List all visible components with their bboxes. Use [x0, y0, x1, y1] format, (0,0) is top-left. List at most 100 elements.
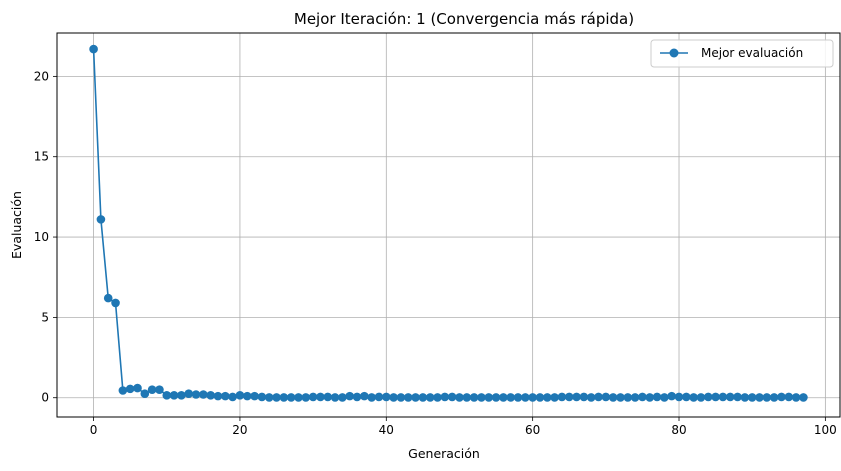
data-point: [264, 393, 274, 402]
data-point: [184, 389, 194, 399]
data-point: [199, 390, 208, 399]
legend-entry-label: Mejor evaluación: [701, 46, 803, 60]
data-point: [89, 44, 98, 54]
data-point: [477, 393, 486, 402]
data-point: [462, 393, 472, 402]
data-point: [608, 393, 618, 402]
data-point: [316, 392, 325, 402]
data-point: [228, 392, 237, 402]
y-axis-ticks: 0 5 10 15 20: [34, 69, 57, 405]
data-point: [133, 383, 142, 393]
data-point: [557, 392, 567, 402]
data-point: [740, 393, 750, 402]
data-point: [96, 215, 106, 224]
data-point: [162, 391, 172, 400]
data-point: [403, 393, 413, 402]
data-point: [169, 391, 179, 400]
legend: Mejor evaluación: [650, 39, 834, 68]
data-point: [711, 392, 720, 402]
data-point: [396, 393, 406, 402]
data-point: [579, 392, 589, 402]
data-point: [674, 392, 684, 402]
x-tick-label: 0: [90, 423, 98, 437]
x-tick-label: 100: [814, 423, 837, 437]
x-axis-ticks: 0 20 40 60 80 100: [90, 417, 837, 437]
data-point: [652, 392, 662, 402]
data-point: [294, 393, 303, 402]
data-point: [155, 385, 164, 394]
x-tick-label: 60: [525, 423, 540, 437]
data-point: [367, 393, 376, 402]
data-point: [564, 392, 574, 402]
data-point: [352, 392, 362, 402]
data-point: [733, 392, 742, 402]
plot-frame: [56, 32, 841, 418]
data-point: [616, 393, 625, 402]
data-point: [484, 393, 494, 402]
data-point: [777, 392, 786, 402]
data-point: [791, 393, 801, 402]
x-tick-label: 20: [232, 423, 247, 437]
data-point: [550, 393, 559, 402]
data-point: [286, 393, 296, 402]
data-point: [177, 391, 186, 400]
data-point: [411, 393, 420, 402]
data-point: [586, 393, 596, 402]
data-point: [755, 393, 764, 402]
data-point: [542, 393, 552, 402]
data-point: [103, 293, 113, 303]
data-point: [718, 392, 728, 402]
data-point: [682, 392, 691, 402]
data-point: [513, 393, 523, 402]
data-point: [747, 393, 757, 402]
data-point: [762, 393, 772, 402]
data-point: [360, 391, 369, 401]
data-point: [689, 393, 698, 402]
data-point: [242, 391, 252, 401]
data-point: [191, 390, 201, 399]
data-point: [455, 393, 464, 402]
data-point: [279, 393, 289, 402]
data-point: [125, 384, 135, 394]
data-point: [630, 393, 640, 402]
data-point: [703, 392, 713, 402]
data-point: [645, 393, 655, 402]
x-axis-label: Generación: [408, 446, 480, 461]
data-point: [257, 392, 267, 402]
data-point: [667, 391, 676, 401]
y-axis-label: Evaluación: [9, 191, 24, 259]
data-point: [381, 392, 391, 402]
data-point: [433, 393, 442, 402]
grid-lines: [57, 33, 840, 417]
data-point: [235, 391, 245, 400]
data-point: [623, 393, 633, 402]
data-point: [469, 393, 479, 402]
y-tick-label: 20: [34, 69, 49, 83]
y-tick-label: 0: [41, 391, 49, 405]
data-point: [308, 392, 318, 402]
data-point: [506, 393, 516, 402]
data-point: [521, 393, 530, 402]
data-point: [784, 392, 794, 402]
data-point: [725, 392, 735, 402]
data-point: [213, 391, 223, 401]
data-point: [528, 393, 537, 402]
data-point: [425, 393, 435, 402]
data-point: [206, 391, 215, 400]
x-tick-label: 80: [671, 423, 686, 437]
series-layer: [89, 44, 808, 402]
legend-marker-swatch: [669, 48, 679, 58]
data-point: [250, 391, 259, 401]
data-point: [418, 393, 428, 402]
legend-box: [650, 39, 834, 68]
data-point: [799, 393, 808, 402]
y-tick-label: 5: [41, 310, 49, 324]
series-line: [92, 49, 804, 399]
data-point: [111, 298, 120, 308]
data-point: [338, 393, 347, 402]
chart-title: Mejor Iteración: 1 (Convergencia más ráp…: [294, 10, 634, 28]
data-point: [638, 392, 647, 402]
data-point: [221, 391, 230, 401]
data-point: [491, 393, 501, 402]
data-point: [769, 393, 779, 402]
